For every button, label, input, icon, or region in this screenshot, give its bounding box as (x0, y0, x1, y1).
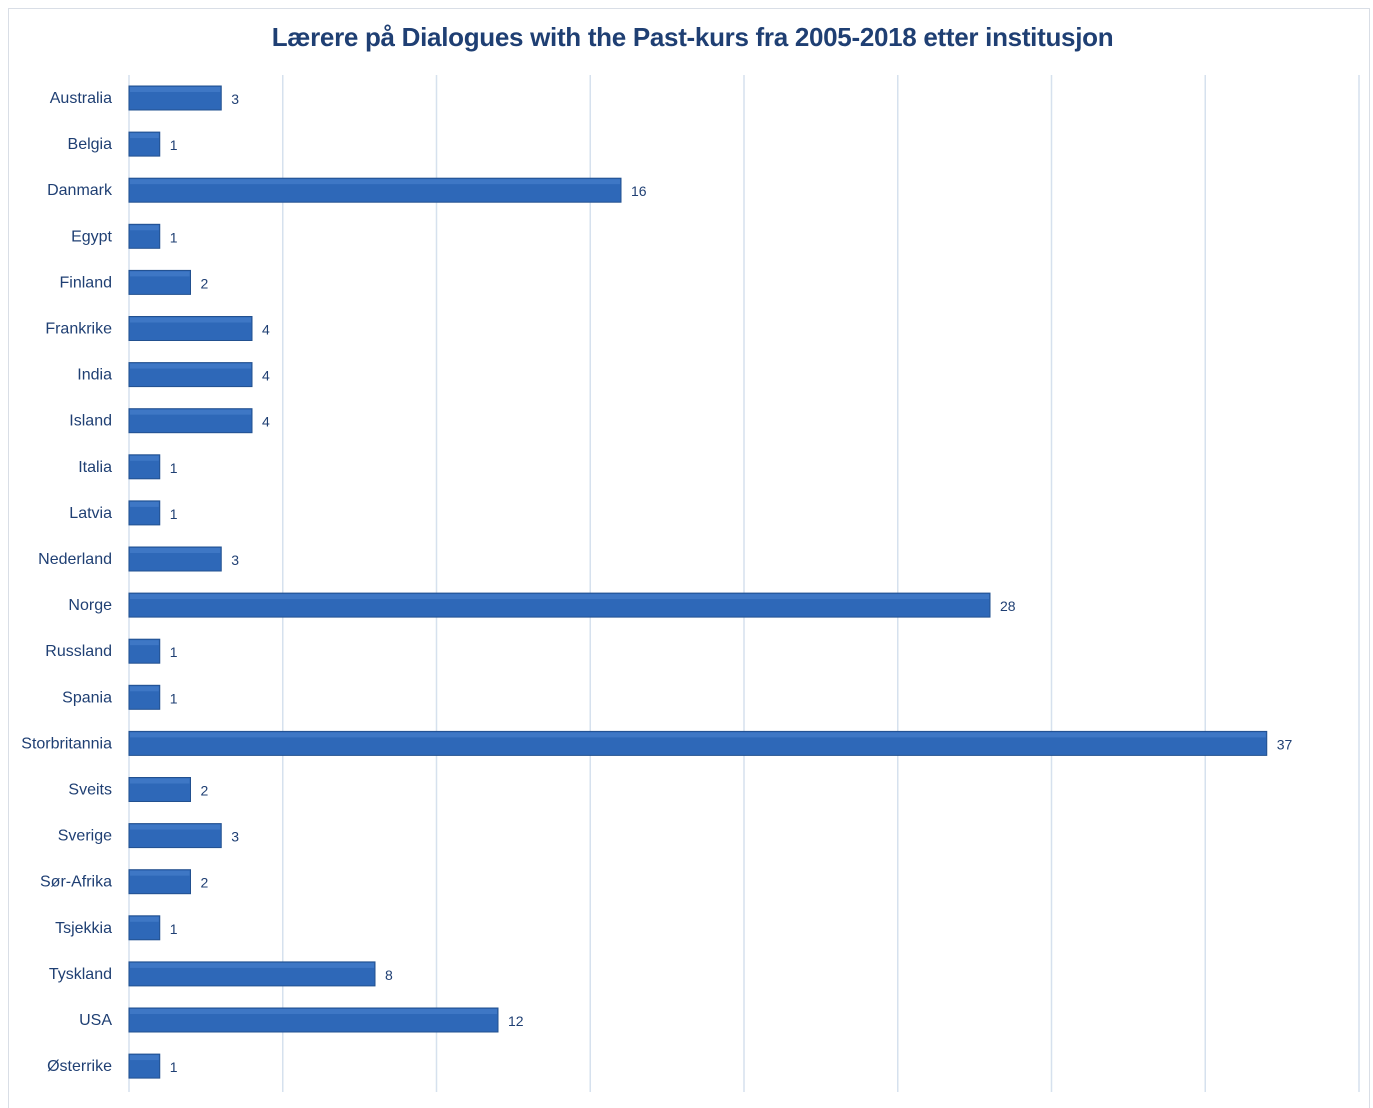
category-label: Sør-Afrika (40, 874, 112, 891)
value-label: 4 (262, 368, 270, 384)
category-label: Norge (68, 597, 112, 614)
chart-title: Lærere på Dialogues with the Past-kurs f… (271, 22, 1114, 52)
category-label: Danmark (47, 182, 113, 199)
value-label: 3 (231, 91, 239, 107)
bar-highlight (130, 778, 190, 784)
bar-highlight (130, 1009, 497, 1014)
bar-highlight (130, 640, 159, 646)
labels: Australia 3 Belgia 1 Danmark 16 Egypt 1 Finland 2… (21, 90, 1292, 1075)
bar-highlight (130, 962, 374, 968)
category-label: Østerrike (47, 1058, 112, 1075)
category-label: Tyskland (49, 966, 112, 983)
bar-highlight (130, 133, 159, 139)
bar-highlight (130, 87, 221, 92)
category-label: Finland (60, 274, 112, 291)
category-label: Island (69, 413, 112, 430)
bar-highlight (130, 363, 251, 369)
bar-highlight (130, 179, 620, 185)
value-label: 4 (262, 322, 270, 338)
category-label: Storbritannia (21, 735, 112, 752)
category-label: Tsjekkia (55, 920, 112, 937)
bar-highlight (130, 824, 221, 830)
value-label: 16 (631, 183, 647, 199)
category-label: India (77, 367, 112, 384)
value-label: 1 (170, 644, 178, 660)
value-label: 12 (508, 1013, 524, 1029)
bar-highlight (130, 317, 251, 323)
value-label: 4 (262, 414, 270, 430)
value-label: 1 (170, 690, 178, 706)
bar-highlight (130, 686, 159, 692)
category-label: Russland (45, 643, 112, 660)
category-label: Sverige (58, 828, 112, 845)
value-label: 1 (170, 460, 178, 476)
value-label: 1 (170, 1059, 178, 1075)
value-label: 3 (231, 552, 239, 568)
category-label: Australia (50, 90, 112, 107)
value-label: 28 (1000, 598, 1016, 614)
category-label: USA (79, 1012, 112, 1029)
bar-highlight (130, 548, 221, 553)
value-label: 1 (170, 229, 178, 245)
value-label: 1 (170, 506, 178, 522)
bar-highlight (130, 732, 1266, 738)
value-label: 8 (385, 967, 393, 983)
value-label: 2 (201, 275, 209, 291)
bar-highlight (130, 271, 190, 277)
bar-highlight (130, 1055, 159, 1061)
bar-highlight (130, 870, 190, 876)
bar-highlight (130, 916, 159, 922)
value-label: 1 (170, 921, 178, 937)
category-label: Nederland (38, 551, 112, 568)
bar-highlight (130, 225, 159, 231)
chart-frame (8, 8, 1370, 1108)
bar-highlight (130, 409, 251, 415)
value-label: 2 (201, 783, 209, 799)
category-label: Latvia (69, 505, 112, 522)
category-label: Spania (62, 689, 112, 706)
value-label: 3 (231, 829, 239, 845)
bar-highlight (130, 594, 989, 600)
category-label: Italia (78, 459, 112, 476)
value-label: 1 (170, 137, 178, 153)
gridlines (128, 75, 1360, 1092)
bar-highlight (130, 501, 159, 507)
value-label: 2 (201, 875, 209, 891)
bar-highlight (130, 455, 159, 461)
category-label: Frankrike (45, 321, 112, 338)
value-label: 37 (1277, 736, 1293, 752)
category-label: Belgia (68, 136, 113, 153)
category-label: Egypt (71, 228, 112, 245)
bars (128, 85, 1268, 1079)
category-label: Sveits (68, 782, 112, 799)
